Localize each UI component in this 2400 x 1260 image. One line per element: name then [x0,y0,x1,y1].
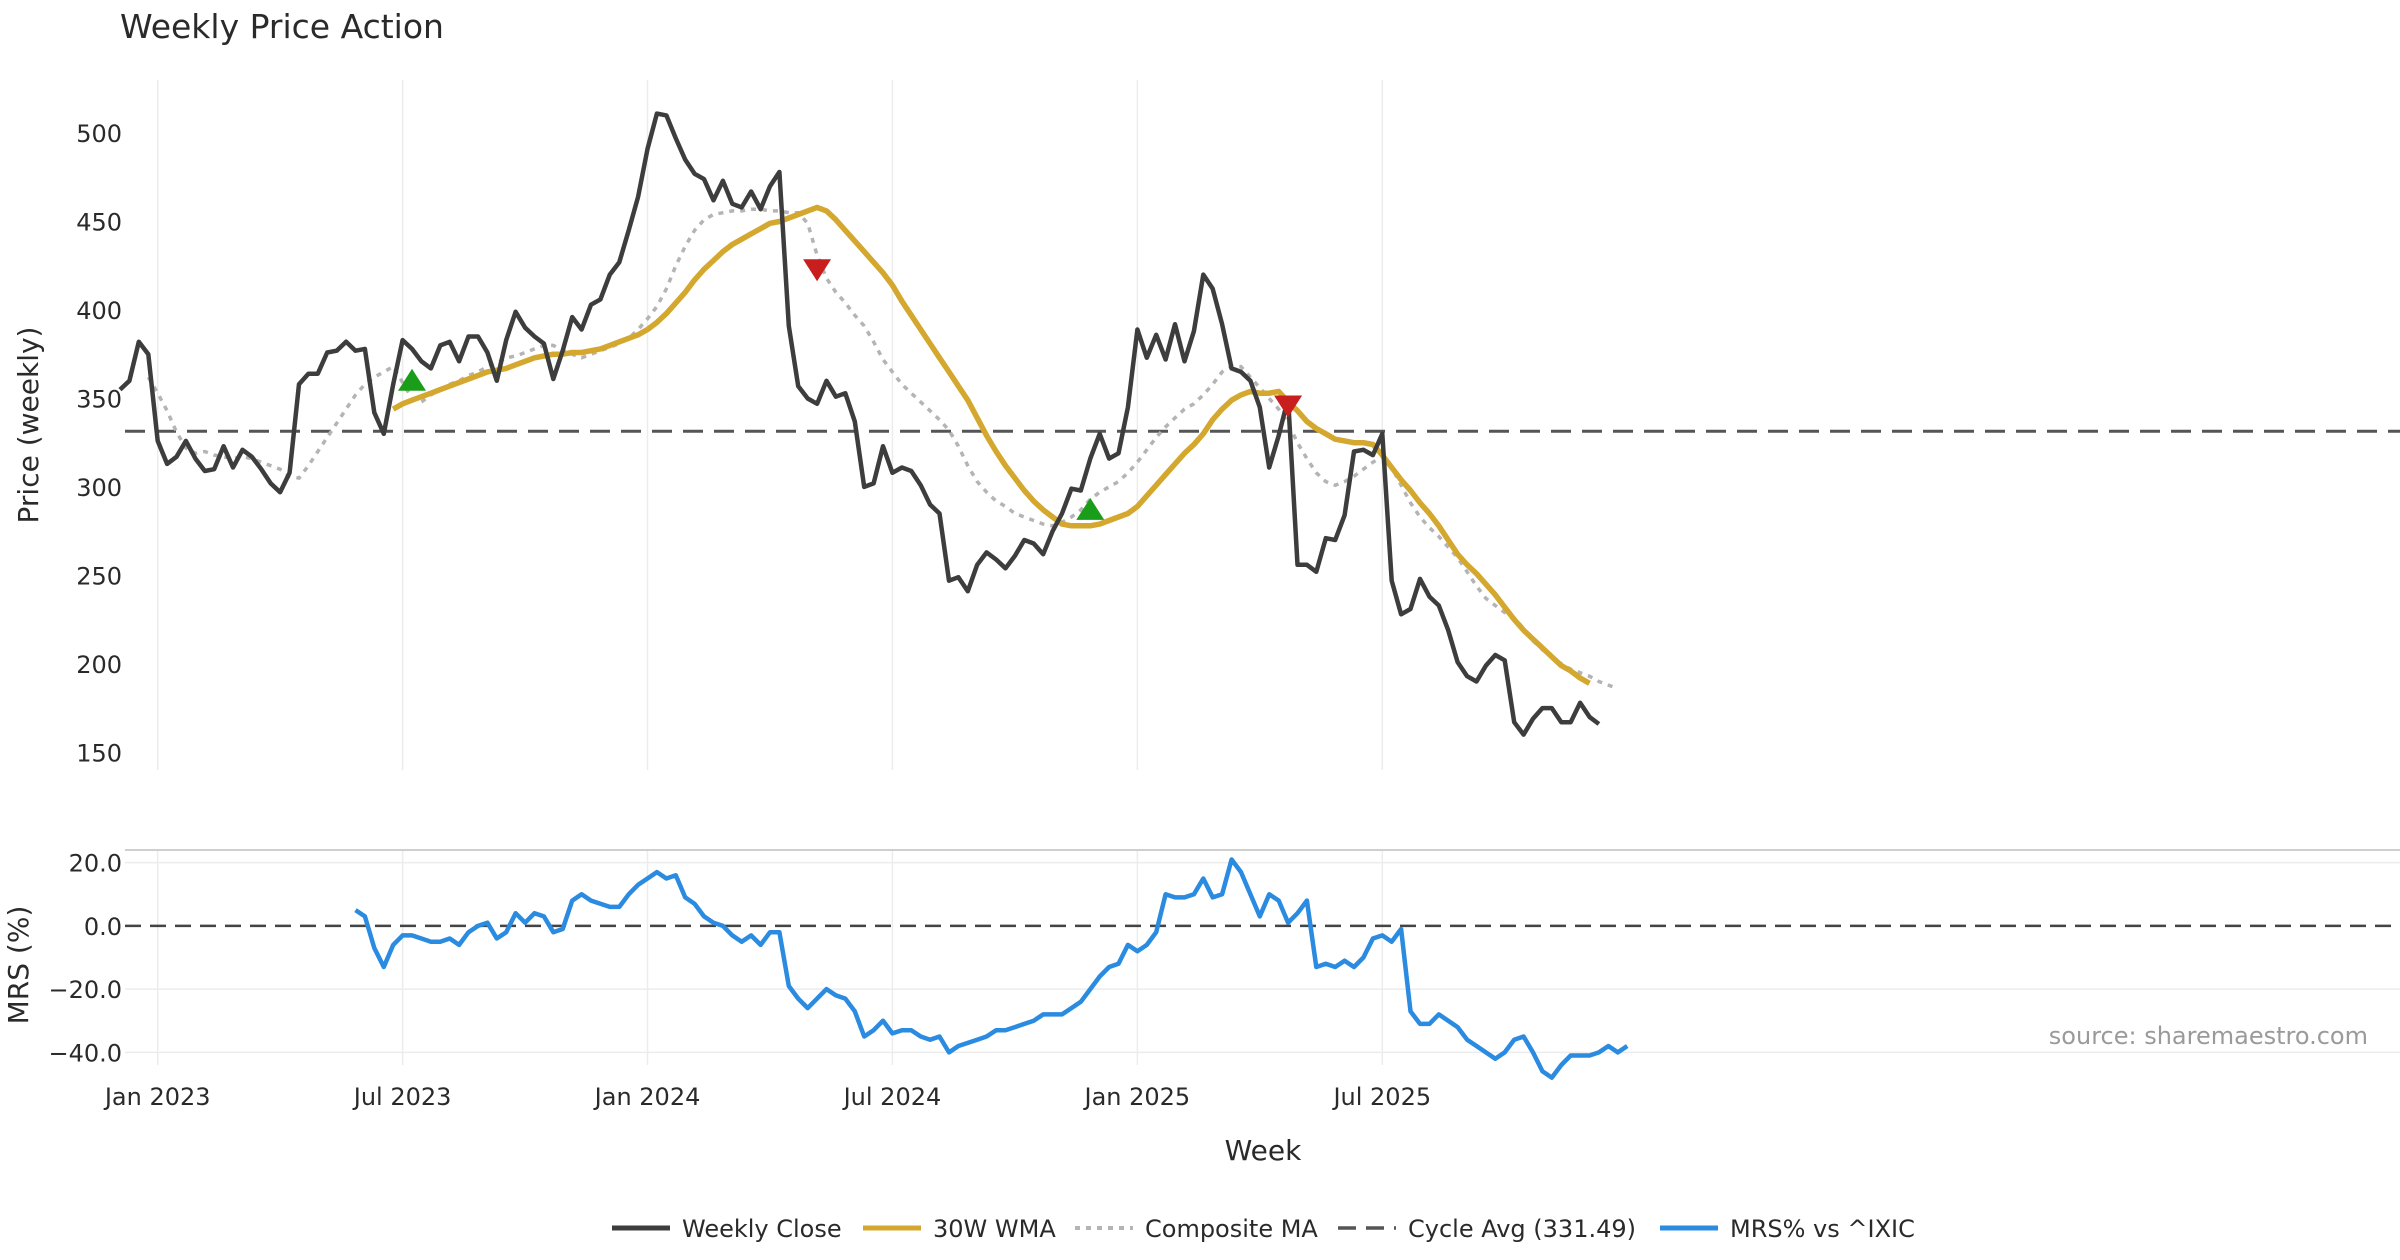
mrs-y-axis-label: MRS (%) [2,906,35,1025]
x-tick-label: Jan 2023 [103,1083,211,1111]
price-y-tick-label: 150 [76,739,122,767]
price-y-tick-label: 400 [76,297,122,325]
mrs-y-tick-label: 0.0 [84,913,122,941]
composite-ma-line [146,207,1619,691]
wma-30w-line [391,204,1591,686]
chart-title: Weekly Price Action [120,7,444,46]
price-panel: 150 200 250 300 350 400 450 500 [76,80,2400,770]
legend-label: Cycle Avg (331.49) [1408,1215,1636,1243]
price-y-axis-label: Price (weekly) [12,327,45,524]
sell-signal-marker [803,259,832,282]
legend: Weekly Close 30W WMA Composite MA Cycle Avg… [612,1215,1915,1243]
price-y-tick-label: 300 [76,474,122,502]
weekly-close-line [118,111,1601,737]
price-y-tick-label: 250 [76,562,122,590]
x-tick-label: Jan 2025 [1083,1083,1191,1111]
x-tick-label: Jul 2025 [1331,1083,1431,1111]
price-y-tick-label: 350 [76,385,122,413]
x-tick-label: Jul 2023 [352,1083,452,1111]
sell-signal-marker [1274,395,1303,418]
mrs-y-tick-label: 20.0 [69,850,122,878]
mrs-y-tick-label: −20.0 [48,976,122,1004]
legend-label: Weekly Close [682,1215,842,1243]
x-tick-label: Jul 2024 [842,1083,942,1111]
price-y-tick-label: 500 [76,120,122,148]
legend-label: Composite MA [1145,1215,1318,1243]
buy-signal-marker [398,368,427,391]
source-annotation: source: sharemaestro.com [2049,1022,2368,1050]
mrs-y-tick-label: −40.0 [48,1039,122,1067]
mrs-panel: Jan 2023 Jul 2023 Jan 2024 Jul 2024 Jan 2025… [48,849,2400,1111]
price-y-tick-label: 450 [76,209,122,237]
buy-signal-marker [1076,497,1105,520]
legend-label: 30W WMA [933,1215,1056,1243]
price-y-tick-label: 200 [76,651,122,679]
x-tick-label: Jan 2024 [593,1083,701,1111]
mrs-line [354,857,1629,1080]
x-axis-label: Week [1225,1134,1302,1167]
legend-label: MRS% vs ^IXIC [1730,1215,1915,1243]
